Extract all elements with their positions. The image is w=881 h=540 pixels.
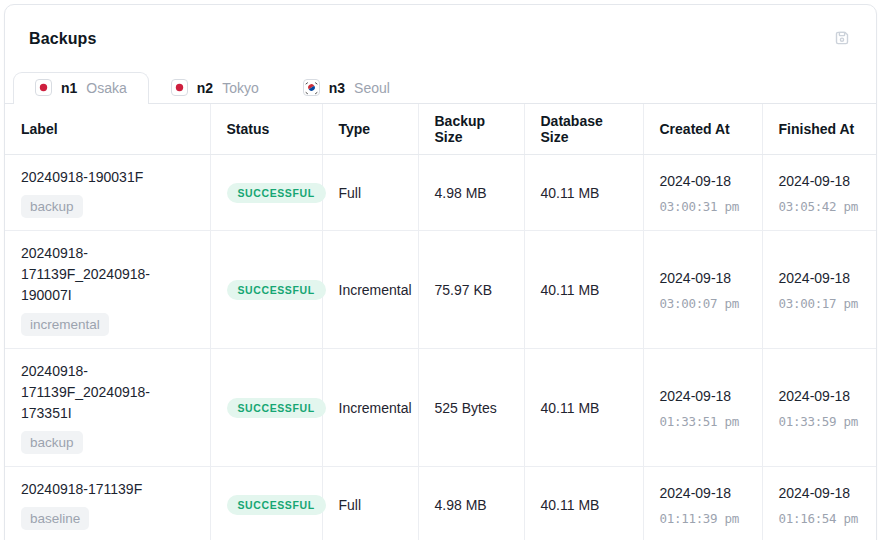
type-cell: Incremental (322, 349, 418, 467)
save-icon[interactable] (834, 30, 850, 46)
finished-time: 03:00:17 pm (779, 296, 861, 311)
finished-date: 2024-09-18 (779, 172, 861, 191)
tab-n1-osaka[interactable]: n1 Osaka (13, 72, 149, 104)
label-cell: 20240918-171139F_20240918-190007I increm… (5, 231, 210, 349)
japan-flag-icon (35, 79, 52, 96)
column-header-database-size: Database Size (524, 104, 643, 155)
finished-time: 01:33:59 pm (779, 414, 861, 429)
finished-date: 2024-09-18 (779, 269, 861, 288)
status-cell: SUCCESSFUL (210, 155, 322, 231)
status-badge: SUCCESSFUL (227, 280, 326, 300)
created-time: 03:00:31 pm (660, 199, 746, 214)
column-header-status: Status (210, 104, 322, 155)
database-size-cell: 40.11 MB (524, 231, 643, 349)
finished-at-cell: 2024-09-18 03:00:17 pm (762, 231, 876, 349)
label-cell: 20240918-190031F backup (5, 155, 210, 231)
created-time: 01:11:39 pm (660, 511, 746, 526)
finished-time: 03:05:42 pm (779, 199, 861, 214)
created-at-cell: 2024-09-18 01:11:39 pm (643, 467, 762, 540)
korea-flag-icon (303, 79, 320, 96)
label-tag: incremental (21, 313, 109, 336)
backups-table: Label Status Type Backup Size Database S… (5, 104, 876, 540)
database-size-cell: 40.11 MB (524, 467, 643, 540)
database-size-cell: 40.11 MB (524, 155, 643, 231)
created-date: 2024-09-18 (660, 484, 746, 503)
table-row: 20240918-190031F backup SUCCESSFUL Full … (5, 155, 876, 231)
label-tag: baseline (21, 507, 89, 530)
database-size-cell: 40.11 MB (524, 349, 643, 467)
label-tag: backup (21, 195, 83, 218)
created-at-cell: 2024-09-18 03:00:07 pm (643, 231, 762, 349)
table-row: 20240918-171139F_20240918-190007I increm… (5, 231, 876, 349)
status-badge: SUCCESSFUL (227, 398, 326, 418)
finished-at-cell: 2024-09-18 01:16:54 pm (762, 467, 876, 540)
created-time: 01:33:51 pm (660, 414, 746, 429)
backup-label: 20240918-190031F (21, 167, 194, 188)
status-badge: SUCCESSFUL (227, 183, 326, 203)
created-at-cell: 2024-09-18 03:00:31 pm (643, 155, 762, 231)
status-cell: SUCCESSFUL (210, 349, 322, 467)
label-cell: 20240918-171139F baseline (5, 467, 210, 540)
tab-n2-tokyo[interactable]: n2 Tokyo (149, 72, 281, 103)
column-header-label: Label (5, 104, 210, 155)
backup-size-cell: 4.98 MB (418, 467, 524, 540)
created-at-cell: 2024-09-18 01:33:51 pm (643, 349, 762, 467)
created-date: 2024-09-18 (660, 172, 746, 191)
backup-size-cell: 75.97 KB (418, 231, 524, 349)
table-row: 20240918-171139F_20240918-173351I backup… (5, 349, 876, 467)
type-cell: Full (322, 467, 418, 540)
label-tag: backup (21, 431, 83, 454)
table-row: 20240918-171139F baseline SUCCESSFUL Ful… (5, 467, 876, 540)
type-cell: Full (322, 155, 418, 231)
finished-at-cell: 2024-09-18 01:33:59 pm (762, 349, 876, 467)
panel-header: Backups (5, 5, 876, 72)
finished-at-cell: 2024-09-18 03:05:42 pm (762, 155, 876, 231)
finished-date: 2024-09-18 (779, 387, 861, 406)
backup-label: 20240918-171139F_20240918-190007I (21, 243, 194, 306)
page-title: Backups (29, 30, 96, 48)
backup-label: 20240918-171139F_20240918-173351I (21, 361, 194, 424)
backup-size-cell: 525 Bytes (418, 349, 524, 467)
type-cell: Incremental (322, 231, 418, 349)
tab-n3-seoul[interactable]: n3 Seoul (281, 72, 412, 103)
column-header-created-at: Created At (643, 104, 762, 155)
node-tabs: n1 Osaka n2 Tokyo n3 Seoul (5, 72, 876, 104)
created-date: 2024-09-18 (660, 387, 746, 406)
japan-flag-icon (171, 79, 188, 96)
column-header-finished-at: Finished At (762, 104, 876, 155)
table-header-row: Label Status Type Backup Size Database S… (5, 104, 876, 155)
backup-label: 20240918-171139F (21, 479, 194, 500)
backup-size-cell: 4.98 MB (418, 155, 524, 231)
backups-panel: Backups n1 Osaka n2 Tokyo n3 Seoul (4, 4, 877, 540)
created-time: 03:00:07 pm (660, 296, 746, 311)
finished-time: 01:16:54 pm (779, 511, 861, 526)
label-cell: 20240918-171139F_20240918-173351I backup (5, 349, 210, 467)
finished-date: 2024-09-18 (779, 484, 861, 503)
status-badge: SUCCESSFUL (227, 495, 326, 515)
column-header-backup-size: Backup Size (418, 104, 524, 155)
status-cell: SUCCESSFUL (210, 231, 322, 349)
status-cell: SUCCESSFUL (210, 467, 322, 540)
created-date: 2024-09-18 (660, 269, 746, 288)
column-header-type: Type (322, 104, 418, 155)
